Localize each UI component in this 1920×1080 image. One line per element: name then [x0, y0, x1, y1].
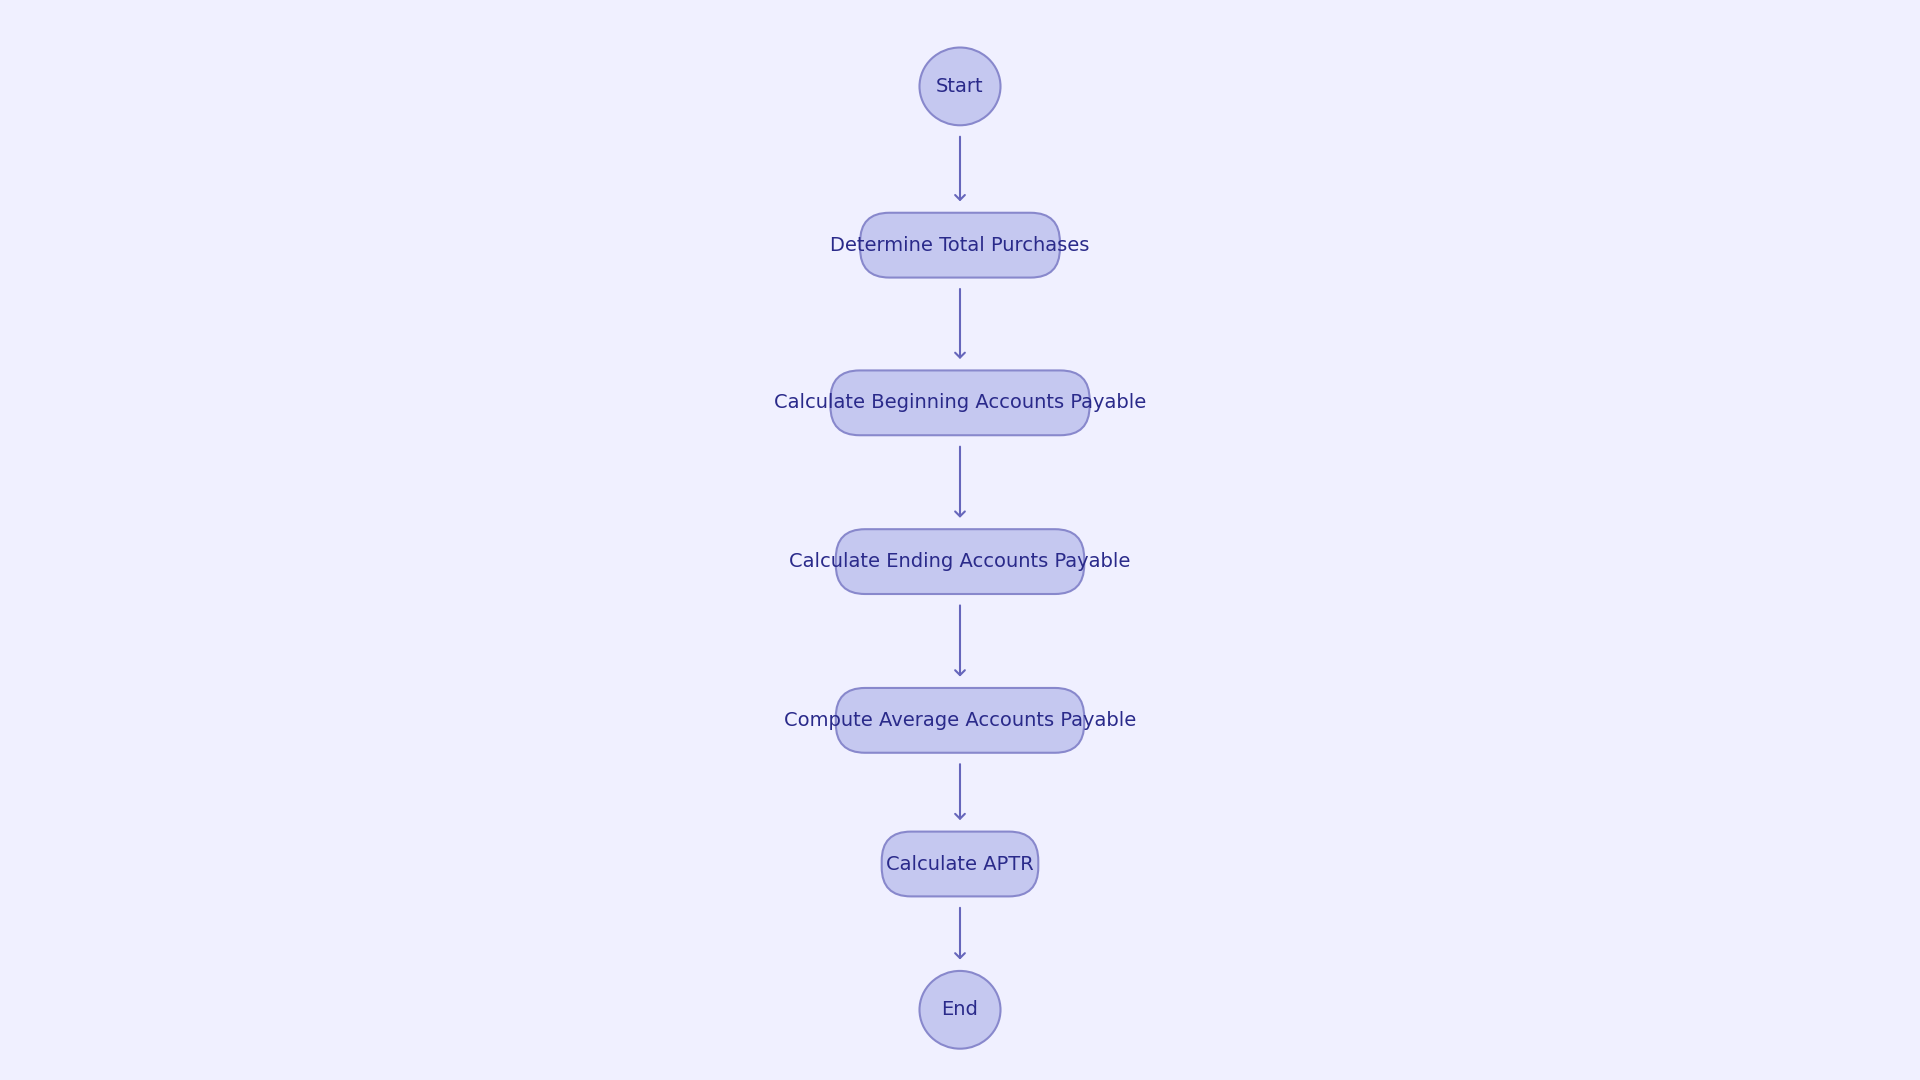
- Text: Calculate Beginning Accounts Payable: Calculate Beginning Accounts Payable: [774, 393, 1146, 413]
- FancyBboxPatch shape: [835, 529, 1085, 594]
- Ellipse shape: [920, 971, 1000, 1049]
- Text: Compute Average Accounts Payable: Compute Average Accounts Payable: [783, 711, 1137, 730]
- Text: Calculate Ending Accounts Payable: Calculate Ending Accounts Payable: [789, 552, 1131, 571]
- Text: Start: Start: [937, 77, 983, 96]
- FancyBboxPatch shape: [860, 213, 1060, 278]
- Ellipse shape: [920, 48, 1000, 125]
- Text: Determine Total Purchases: Determine Total Purchases: [829, 235, 1091, 255]
- FancyBboxPatch shape: [829, 370, 1089, 435]
- FancyBboxPatch shape: [881, 832, 1039, 896]
- Text: End: End: [941, 1000, 979, 1020]
- Text: Calculate APTR: Calculate APTR: [887, 854, 1033, 874]
- FancyBboxPatch shape: [835, 688, 1085, 753]
